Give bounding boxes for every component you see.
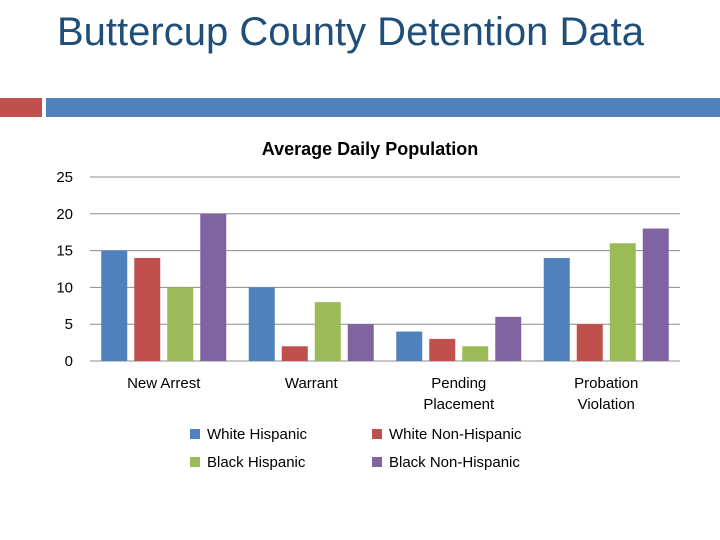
x-tick-label: Warrant — [285, 375, 339, 392]
title-accent-bar-red — [0, 98, 42, 117]
bar — [167, 287, 194, 361]
bar — [200, 213, 227, 361]
legend-swatch — [190, 457, 200, 467]
legend-label: White Non-Hispanic — [389, 426, 522, 443]
legend-label: White Hispanic — [207, 426, 308, 443]
chart-title: Average Daily Population — [262, 139, 478, 159]
bar — [281, 346, 308, 361]
bar — [429, 338, 456, 361]
legend-label: Black Hispanic — [207, 454, 306, 471]
x-tick-label: Probation Violation — [574, 375, 638, 413]
legend-swatch — [190, 429, 200, 439]
title-accent-bar-blue — [46, 98, 720, 117]
y-tick-label: 0 — [65, 353, 73, 370]
bar — [101, 250, 128, 361]
bar — [462, 346, 489, 361]
bar — [609, 243, 636, 361]
legend-label: Black Non-Hispanic — [389, 454, 520, 471]
bar-chart: Average Daily Population 0 5 10 15 20 25 New … — [56, 139, 680, 471]
bar — [642, 228, 669, 361]
bar — [347, 324, 374, 361]
slide-title: Buttercup County Detention Data — [57, 10, 645, 54]
y-tick-label: 15 — [56, 243, 73, 260]
x-tick-label: New Arrest — [127, 375, 201, 392]
bar — [314, 302, 341, 361]
y-tick-label: 5 — [65, 316, 73, 333]
legend-swatch — [372, 457, 382, 467]
bar — [396, 331, 423, 361]
x-tick-label: Pending Placement — [423, 375, 495, 413]
y-tick-label: 25 — [56, 169, 73, 186]
y-tick-label: 10 — [56, 279, 73, 296]
bar — [576, 324, 603, 361]
bar — [134, 257, 161, 361]
bar — [248, 287, 275, 361]
legend-swatch — [372, 429, 382, 439]
bar — [543, 257, 570, 361]
y-tick-label: 20 — [56, 206, 73, 223]
bar — [495, 316, 522, 361]
